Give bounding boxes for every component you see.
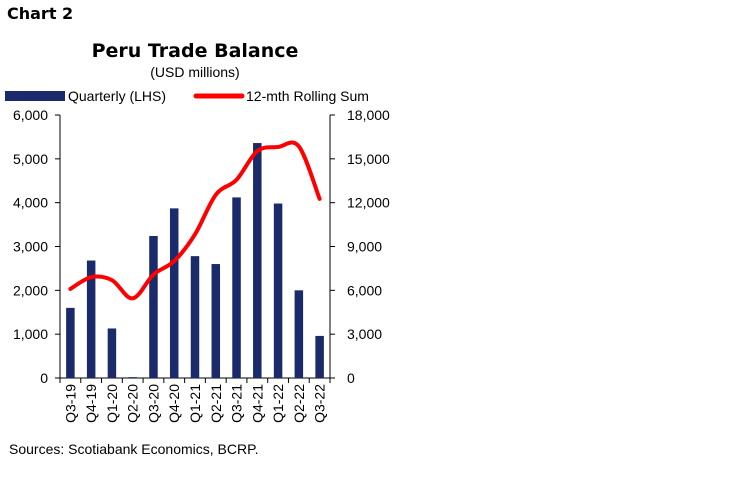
bar [211, 264, 221, 378]
x-tick-label: Q3-21 [229, 384, 245, 423]
tick-labels: 0 1,000 2,000 3,000 4,000 5,000 6,000 0 3,000 6,0… [13, 107, 390, 423]
bar [273, 203, 283, 378]
x-tick-label: Q4-19 [83, 384, 99, 423]
x-tick-label: Q2-20 [125, 384, 141, 423]
right-tick-label: 0 [347, 370, 355, 386]
left-tick-label: 6,000 [13, 107, 48, 123]
legend-line-label: 12-mth Rolling Sum [246, 88, 369, 104]
legend: Quarterly (LHS) 12-mth Rolling Sum [5, 88, 369, 104]
chart-subtitle: (USD millions) [150, 64, 240, 80]
bar [66, 307, 75, 378]
bar [315, 335, 324, 378]
left-tick-label: 5,000 [13, 151, 48, 167]
bar [253, 143, 262, 378]
left-tick-label: 0 [40, 370, 48, 386]
bar-series [66, 143, 324, 378]
right-tick-label: 15,000 [347, 151, 390, 167]
x-tick-label: Q4-21 [249, 384, 265, 423]
left-tick-label: 4,000 [13, 195, 48, 211]
right-tick-label: 18,000 [347, 107, 390, 123]
legend-bar-swatch [5, 91, 65, 101]
left-tick-label: 2,000 [13, 282, 48, 298]
x-tick-label: Q1-20 [104, 384, 120, 423]
bar [86, 260, 96, 378]
rolling-sum-line [68, 140, 322, 301]
chart-label: Chart 2 [7, 4, 74, 23]
x-tick-label: Q4-20 [166, 384, 182, 423]
x-tick-label: Q2-21 [208, 384, 224, 423]
x-tick-label: Q2-22 [291, 384, 307, 423]
bar [294, 290, 304, 378]
left-tick-label: 1,000 [13, 326, 48, 342]
bar [190, 256, 200, 378]
right-tick-label: 6,000 [347, 282, 382, 298]
x-tick-label: Q1-21 [187, 384, 203, 423]
x-tick-label: Q3-20 [145, 384, 161, 423]
bar [107, 328, 117, 378]
right-tick-label: 12,000 [347, 195, 390, 211]
bar [128, 377, 137, 378]
bar [232, 197, 241, 378]
bar [149, 235, 158, 378]
bar [169, 208, 179, 378]
x-tick-label: Q3-19 [62, 384, 78, 423]
x-tick-label: Q3-22 [312, 384, 328, 423]
right-tick-label: 3,000 [347, 326, 382, 342]
right-tick-label: 9,000 [347, 239, 382, 255]
x-tick-label: Q1-22 [270, 384, 286, 423]
left-tick-label: 3,000 [13, 239, 48, 255]
source-note: Sources: Scotiabank Economics, BCRP. [9, 441, 259, 457]
line-series [68, 140, 322, 301]
chart-title: Peru Trade Balance [91, 40, 299, 62]
legend-bar-label: Quarterly (LHS) [68, 88, 166, 104]
